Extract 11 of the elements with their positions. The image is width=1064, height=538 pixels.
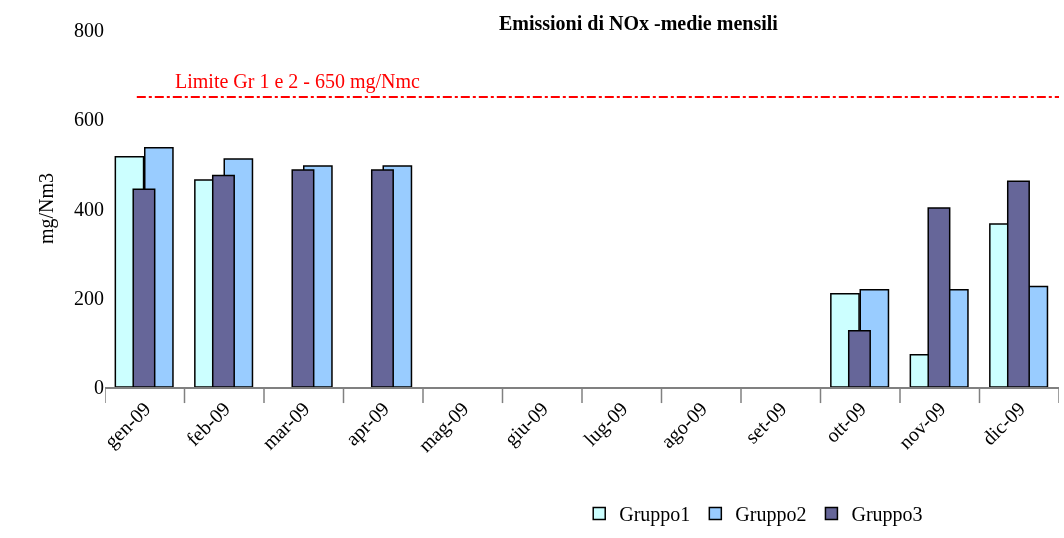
chart-title: Emissioni di NOx -medie mensili bbox=[498, 12, 779, 35]
legend-label: Gruppo3 bbox=[851, 503, 923, 527]
y-tick-label: 800 bbox=[74, 19, 104, 41]
y-tick-label: 600 bbox=[74, 108, 104, 131]
ref-line-label: Limite Gr 1 e 2 - 650 mg/Nmc bbox=[175, 70, 421, 93]
legend-label: Gruppo2 bbox=[735, 503, 807, 527]
y-axis-title: mg/Nm3 bbox=[34, 172, 58, 245]
y-tick-label: 200 bbox=[74, 286, 104, 309]
legend-label: Gruppo1 bbox=[619, 503, 691, 527]
y-tick-label: 400 bbox=[74, 197, 104, 220]
y-tick-label: 0 bbox=[94, 376, 104, 398]
